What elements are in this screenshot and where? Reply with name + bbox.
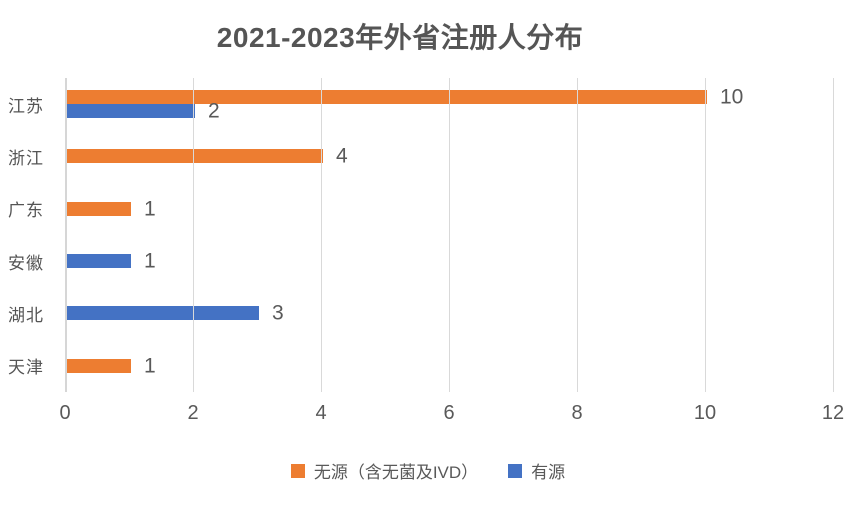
bar-series-2: 2 xyxy=(67,101,220,122)
y-axis-labels: 江苏浙江广东安徽湖北天津 xyxy=(0,78,58,392)
bar-series-1: 10 xyxy=(67,87,743,108)
gridline-x-6 xyxy=(449,78,450,392)
bar-value-label: 2 xyxy=(208,99,220,123)
legend-item-2: 有源 xyxy=(508,458,565,483)
bar-series-2: 1 xyxy=(67,251,156,272)
gridline-x-8 xyxy=(577,78,578,392)
category-label: 安徽 xyxy=(8,253,44,273)
x-axis-labels: 0 2 4 6 8 10 12 xyxy=(59,402,844,428)
category-label: 天津 xyxy=(8,358,44,378)
bar-series-1: 1 xyxy=(67,198,156,219)
gridline-x-10 xyxy=(705,78,706,392)
x-tick-label-12: 12 xyxy=(821,402,845,424)
legend-swatch-icon xyxy=(290,463,305,478)
legend-label: 有源 xyxy=(531,463,566,482)
x-tick-label-4: 4 xyxy=(315,402,327,424)
x-tick-label-8: 8 xyxy=(571,402,583,424)
gridline-x-4 xyxy=(321,78,322,392)
category-row-5: 3 xyxy=(67,287,833,339)
chart-title: 2021-2023年外省注册人分布 xyxy=(216,22,584,53)
x-tick-label-0: 0 xyxy=(59,402,71,424)
category-row-4: 1 xyxy=(67,235,833,287)
gridline-x-12 xyxy=(833,78,834,392)
plot-area: 10 2 4 1 1 3 1 xyxy=(65,78,834,392)
legend-label: 无源（含无菌及IVD） xyxy=(313,463,479,482)
category-label: 广东 xyxy=(8,201,44,221)
bar-value-label: 10 xyxy=(720,85,744,109)
legend: 无源（含无菌及IVD） 有源 xyxy=(0,458,856,483)
category-row-2: 4 xyxy=(67,130,833,182)
category-row-3: 1 xyxy=(67,183,833,235)
bar-series-1: 4 xyxy=(67,146,348,167)
bar-value-label: 3 xyxy=(272,301,284,325)
bar-series-1: 1 xyxy=(67,355,156,376)
legend-swatch-icon xyxy=(508,463,523,478)
category-label: 浙江 xyxy=(8,148,44,168)
bar-value-label: 1 xyxy=(144,249,156,273)
legend-item-1: 无源（含无菌及IVD） xyxy=(290,458,479,483)
bar-value-label: 4 xyxy=(336,144,348,168)
bar-rows: 10 2 4 1 1 3 1 xyxy=(67,78,833,392)
category-row-6: 1 xyxy=(67,340,833,392)
category-row-1: 10 2 xyxy=(67,78,833,130)
bar-series-2: 3 xyxy=(67,303,284,324)
x-tick-label-6: 6 xyxy=(443,402,455,424)
category-label: 江苏 xyxy=(8,96,44,116)
bar-value-label: 1 xyxy=(144,197,156,221)
category-label: 湖北 xyxy=(8,305,44,325)
x-tick-label-10: 10 xyxy=(693,402,717,424)
bar-value-label: 1 xyxy=(144,354,156,378)
gridline-x-2 xyxy=(193,78,194,392)
y-axis-line xyxy=(65,78,67,392)
x-tick-label-2: 2 xyxy=(187,402,199,424)
